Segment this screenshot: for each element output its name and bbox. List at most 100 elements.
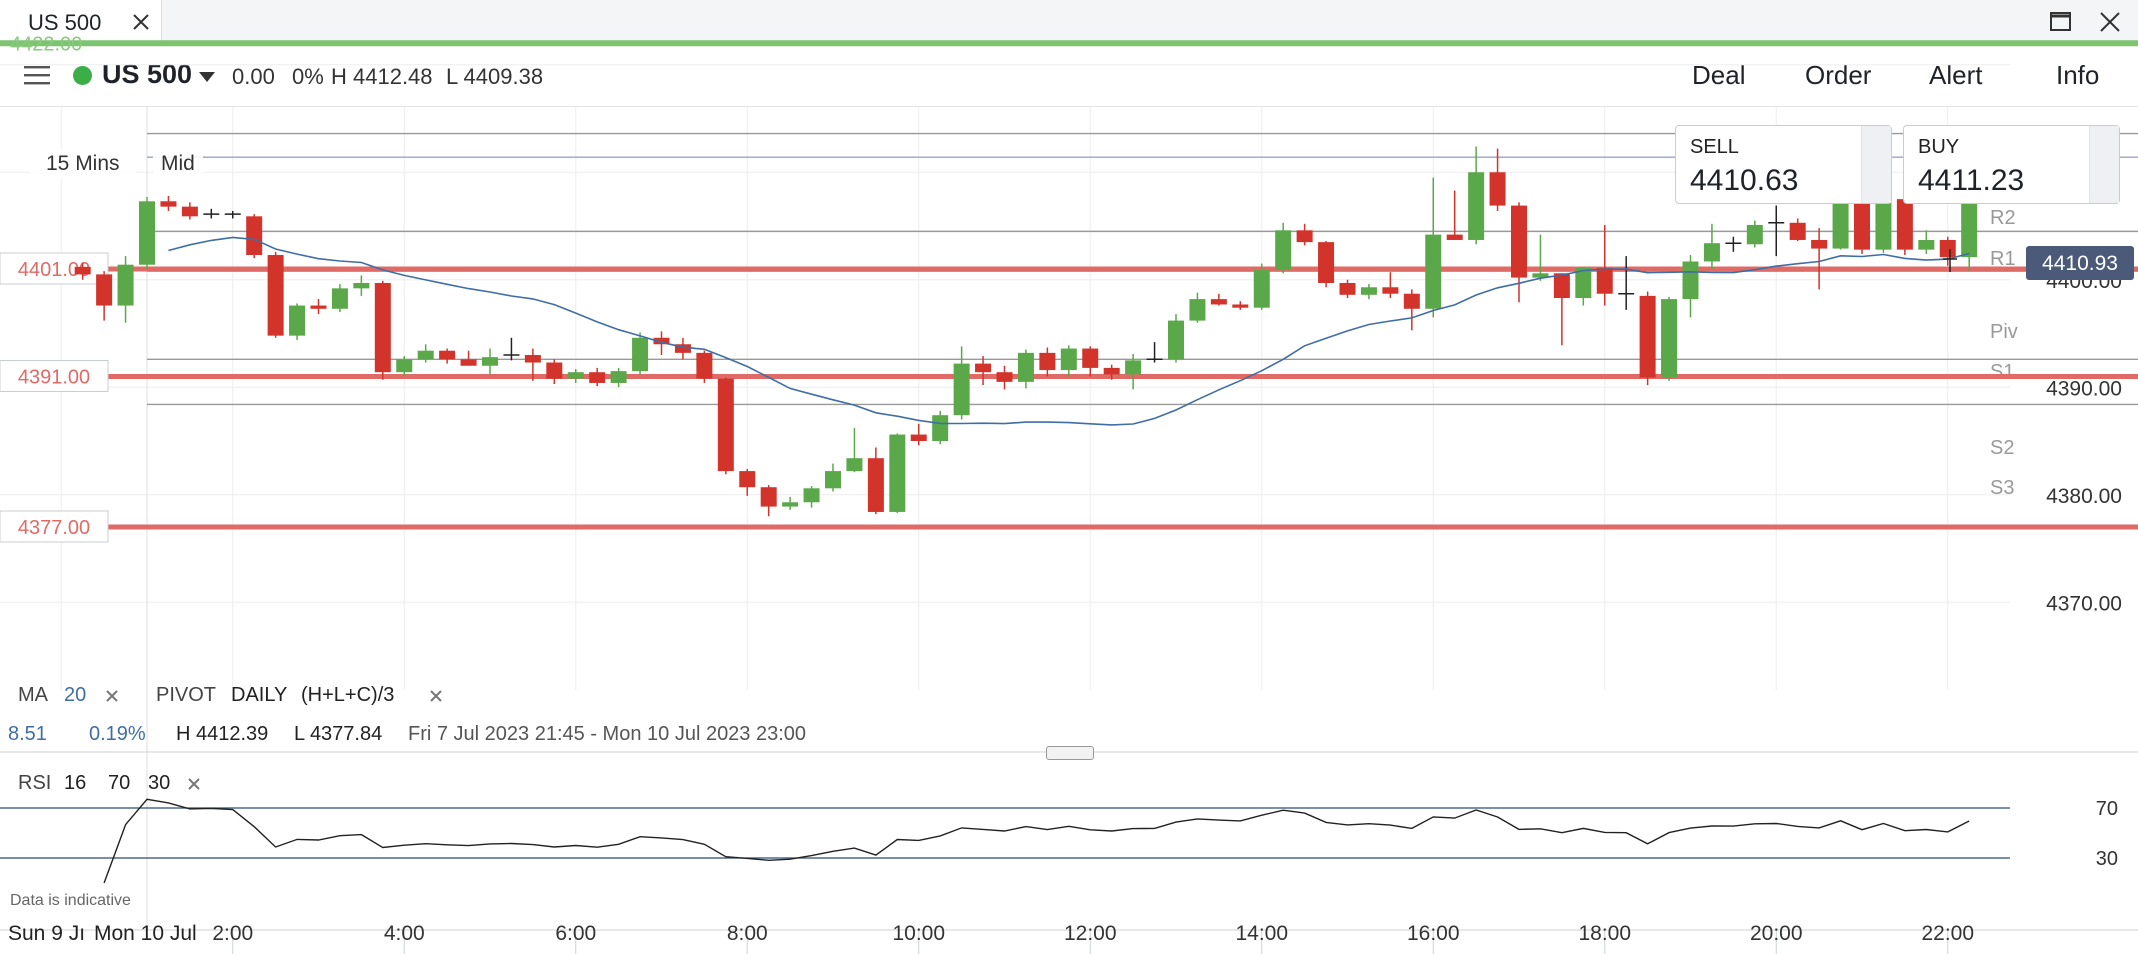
candle-body (524, 355, 541, 363)
rsi-tick-label: 30 (2096, 848, 2118, 870)
alert-level-label: 4377.00 (18, 517, 90, 539)
candle-body (1403, 293, 1420, 309)
candle-body (353, 282, 370, 289)
rsi-label: RSI (18, 772, 52, 794)
sell-label: SELL (1690, 136, 1739, 158)
panel-resize-handle[interactable] (1046, 746, 1094, 760)
candle-body (1082, 348, 1099, 368)
crosshair-marker (1943, 249, 1957, 272)
tab-title: US 500 (28, 9, 102, 35)
hamburger-menu-icon[interactable] (24, 65, 50, 85)
alert-level-box (0, 360, 109, 392)
candle-body (1468, 172, 1485, 240)
buy-price: 4411.23 (1918, 164, 2025, 197)
pivot-label-r2: R2 (1990, 207, 2016, 229)
candle-body (1875, 199, 1892, 250)
y-tick-label: 4390.00 (2046, 377, 2122, 400)
current-price-tag: 4410.93 (2026, 246, 2134, 280)
remove-pivot-icon[interactable] (428, 688, 444, 704)
candle-body (1339, 282, 1356, 295)
candle-body (1382, 287, 1399, 294)
alert-level-label: 4401.00 (18, 259, 90, 281)
ma-period[interactable]: 20 (64, 684, 87, 706)
candle-body (1296, 230, 1313, 243)
candle-body (139, 201, 155, 265)
candle-body (889, 434, 906, 512)
candle-body (310, 305, 327, 309)
candle-body (96, 274, 113, 306)
candle-body (996, 372, 1013, 382)
candle-body (460, 359, 477, 366)
candle-body (803, 488, 820, 503)
candle-body (610, 371, 627, 383)
maximize-icon[interactable] (2048, 9, 2074, 35)
remove-ma-icon[interactable] (104, 688, 120, 704)
candle-body (246, 216, 263, 256)
candle-body (1854, 194, 1870, 250)
x-tick-label: 6:00 (555, 922, 596, 945)
instrument-name[interactable]: US 500 (102, 59, 193, 89)
range-low: L 4377.84 (294, 723, 383, 745)
green-level-label: 4422.00 (10, 33, 82, 55)
candle-body (653, 337, 670, 345)
candle-body (331, 288, 348, 309)
x-tick-label: 8:00 (727, 922, 768, 945)
rsi-lower[interactable]: 30 (148, 772, 171, 794)
remove-rsi-icon[interactable] (186, 776, 202, 792)
sell-price: 4410.63 (1690, 164, 1799, 197)
candle-body (1596, 267, 1613, 294)
chevron-down-icon[interactable] (199, 72, 215, 82)
candle-body (739, 471, 756, 488)
tab-us500[interactable]: US 500 (0, 0, 162, 45)
candle-body (1446, 234, 1463, 240)
candle-body (975, 363, 992, 373)
info-button[interactable]: Info (2056, 60, 2100, 90)
current-price-value: 4410.93 (2042, 252, 2118, 275)
pivot-period[interactable]: DAILY (231, 684, 288, 706)
candle-body (953, 363, 970, 416)
candle-body (1939, 239, 1956, 258)
rsi-period[interactable]: 16 (64, 772, 87, 794)
close-window-icon[interactable] (2097, 9, 2123, 35)
pivot-formula[interactable]: (H+L+C)/3 (301, 684, 395, 706)
rsi-upper[interactable]: 70 (108, 772, 131, 794)
candle-body (717, 378, 734, 472)
candle-body (439, 350, 456, 360)
rsi-line (103, 798, 1970, 884)
candle-body (1918, 239, 1935, 250)
candle-body (1811, 239, 1828, 249)
candle-body (1511, 205, 1527, 278)
price-type-selector[interactable]: Mid (153, 150, 203, 178)
candle-body (1017, 352, 1034, 382)
candle-body (74, 266, 91, 275)
x-tick-label: 2:00 (212, 922, 253, 945)
close-icon[interactable] (129, 10, 153, 34)
candle-body (289, 305, 306, 336)
range-high: H 4412.39 (176, 723, 269, 745)
moving-average-line (168, 236, 1970, 426)
candle-body (1639, 295, 1656, 378)
change-value: 0.00 (232, 64, 275, 89)
candle-body (1575, 267, 1592, 299)
sell-button[interactable]: SELL 4410.63 (1675, 125, 1892, 204)
candle-body (1168, 320, 1184, 360)
x-day-label: Sun 9 Jı (8, 922, 85, 945)
candle-body (932, 415, 949, 441)
day-low: L 4409.38 (446, 64, 544, 89)
pivot-label: PIVOT (156, 684, 217, 706)
pivot-label-s1: S1 (1990, 361, 2014, 383)
candle-body (417, 350, 434, 360)
candle-body (1275, 230, 1292, 271)
x-tick-label: 4:00 (384, 922, 425, 945)
x-tick-label: 12:00 (1064, 922, 1117, 945)
candle-body (160, 201, 177, 207)
candle-body (1832, 194, 1849, 249)
candle-body (910, 434, 927, 441)
candle-body (1103, 367, 1120, 375)
pivot-label-s3: S3 (1990, 477, 2014, 499)
alert-level-box (0, 510, 109, 543)
buy-button[interactable]: BUY 4411.23 (1903, 125, 2120, 204)
interval-selector[interactable]: 15 Mins (30, 150, 136, 178)
candle-body (1232, 304, 1249, 308)
